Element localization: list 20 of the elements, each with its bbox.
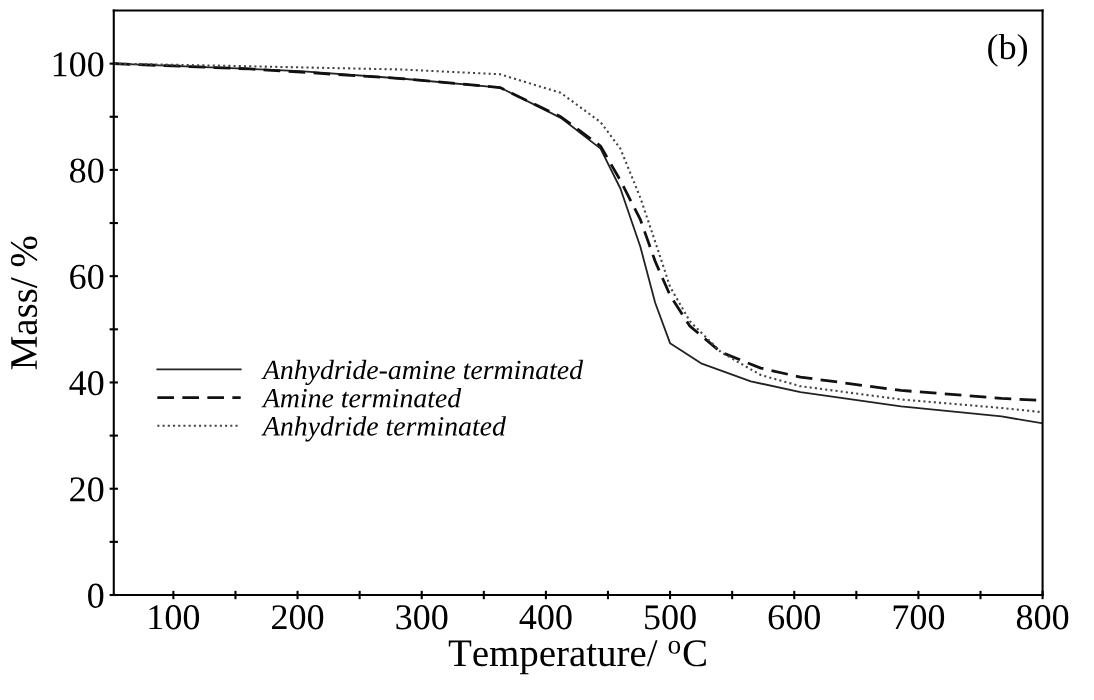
x-tick-label: 600 (768, 605, 820, 630)
x-tick-label: 700 (893, 605, 945, 630)
legend-label: Amine terminated (261, 388, 462, 408)
legend-label: Anhydride-amine terminated (261, 359, 584, 386)
annotation: (b) (988, 33, 1028, 67)
y-tick-label: 40 (69, 370, 104, 396)
x-tick-label: 100 (149, 605, 200, 630)
x-tick-label: 300 (396, 605, 448, 630)
y-axis-title: Mass/ % (10, 236, 38, 370)
y-tick-label: 20 (70, 477, 104, 502)
x-tick-label: 500 (645, 605, 696, 630)
y-tick-label: 60 (70, 264, 104, 290)
y-tick-label: 100 (53, 52, 104, 77)
x-tick-label: 200 (272, 605, 324, 630)
y-tick-label: 0 (88, 583, 104, 608)
x-axis-title: Temperature/ $^{o}$C (448, 640, 706, 675)
x-tick-label: 400 (519, 605, 572, 630)
y-tick-label: 80 (70, 158, 104, 183)
legend-label: Anhydride terminated (261, 416, 506, 442)
x-tick-label: 800 (1016, 605, 1069, 630)
